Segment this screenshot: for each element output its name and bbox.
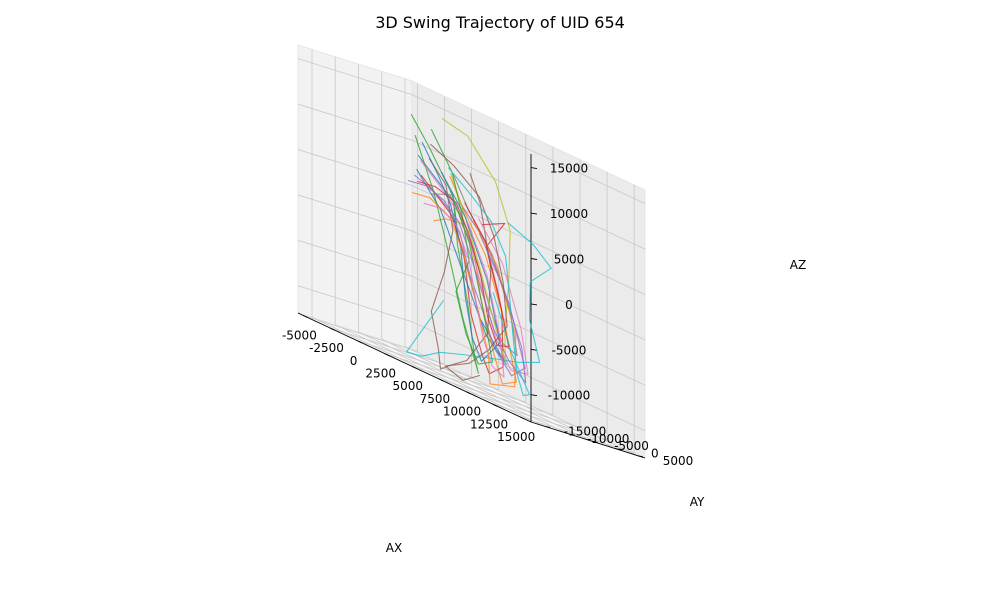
y-tick-label: -10000 — [587, 432, 630, 446]
x-tick-label: 12500 — [470, 417, 508, 431]
x-tick-label: -5000 — [282, 329, 317, 343]
z-grid-line — [297, 194, 413, 232]
x-grid-line — [411, 365, 526, 403]
x-tick-label: 15000 — [497, 430, 535, 444]
z-tick-label: 10000 — [550, 207, 588, 221]
y-grid-line — [404, 346, 639, 457]
z-tick-mark — [530, 348, 538, 351]
y-grid-line — [335, 324, 569, 435]
z-tick-label: 0 — [565, 298, 573, 312]
x-tick-mark — [492, 403, 498, 407]
z-grid-line — [297, 103, 413, 141]
z-grid-line — [411, 139, 646, 250]
x-tick-mark — [357, 340, 362, 344]
swing-trajectory-line — [421, 141, 501, 362]
z-grid-line — [411, 94, 646, 204]
x-grid-line — [438, 378, 554, 416]
z-grid-line — [297, 149, 413, 186]
z-grid-line — [297, 239, 413, 277]
z-tick-mark — [530, 394, 538, 397]
z-tick-label: 15000 — [550, 162, 588, 176]
swing-trajectory-line — [405, 222, 552, 363]
y-grid-line — [311, 317, 546, 427]
x-tick-mark — [411, 365, 417, 369]
series-lines — [405, 113, 552, 397]
y-tick-mark — [568, 433, 574, 436]
z-tick-label: 5000 — [554, 253, 585, 267]
x-tick-label: -2500 — [309, 341, 344, 355]
y-tick-label: 0 — [651, 446, 659, 460]
z-grid-line — [297, 58, 413, 95]
z-tick-label: -5000 — [552, 343, 587, 357]
x-tick-mark — [438, 378, 444, 382]
z-tick-mark — [530, 303, 538, 306]
y-tick-mark — [544, 425, 551, 428]
z-tick-label: -10000 — [548, 389, 591, 403]
x-tick-label: 2500 — [365, 367, 396, 381]
swing-trajectory-line — [447, 167, 531, 397]
x-tick-label: 10000 — [443, 405, 481, 419]
y-grid-line — [358, 331, 592, 442]
y-tick-label: -15000 — [564, 424, 607, 438]
swing-trajectory-line — [430, 143, 508, 381]
y-tick-label: -5000 — [614, 439, 649, 453]
x-tick-label: 5000 — [393, 379, 424, 393]
z-tick-mark — [530, 167, 538, 170]
y-tick-label: 5000 — [663, 454, 694, 468]
z-axis-label: AZ — [790, 258, 806, 272]
x-tick-label: 7500 — [420, 392, 451, 406]
y-tick-mark — [614, 447, 620, 450]
y-tick-mark — [591, 440, 597, 443]
z-grid-line — [297, 285, 413, 323]
y-grid-line — [381, 339, 615, 449]
x-tick-mark — [384, 353, 389, 357]
x-tick-mark — [519, 416, 525, 420]
x-axis-label: AX — [386, 541, 402, 555]
x-tick-label: 0 — [350, 354, 358, 368]
y-tick-mark — [637, 455, 644, 458]
z-tick-mark — [530, 258, 538, 260]
z-grid-line — [411, 321, 646, 432]
swing-trajectory-line — [417, 180, 510, 348]
swing-trajectory-line — [423, 202, 505, 378]
x-grid-line — [520, 416, 635, 454]
x-tick-mark — [330, 327, 335, 331]
z-tick-mark — [530, 212, 538, 215]
chart-title: 3D Swing Trajectory of UID 654 — [375, 13, 625, 32]
x-grid-line — [384, 353, 499, 390]
z-grid-line — [411, 230, 646, 341]
x-grid-line — [492, 403, 608, 441]
x-grid-line — [303, 315, 418, 352]
swing-trajectory-line — [407, 179, 527, 384]
x-grid-line — [330, 327, 445, 365]
swing-trajectory-line — [430, 128, 493, 365]
x-tick-mark — [303, 315, 308, 318]
y-axis-label: AY — [690, 495, 705, 509]
z-grid-line — [411, 275, 646, 386]
x-grid-line — [465, 391, 581, 428]
swing-trajectory-line — [428, 157, 492, 370]
y-axis-line — [530, 421, 646, 459]
x-grid-line — [357, 340, 472, 378]
x-tick-mark — [465, 391, 471, 395]
